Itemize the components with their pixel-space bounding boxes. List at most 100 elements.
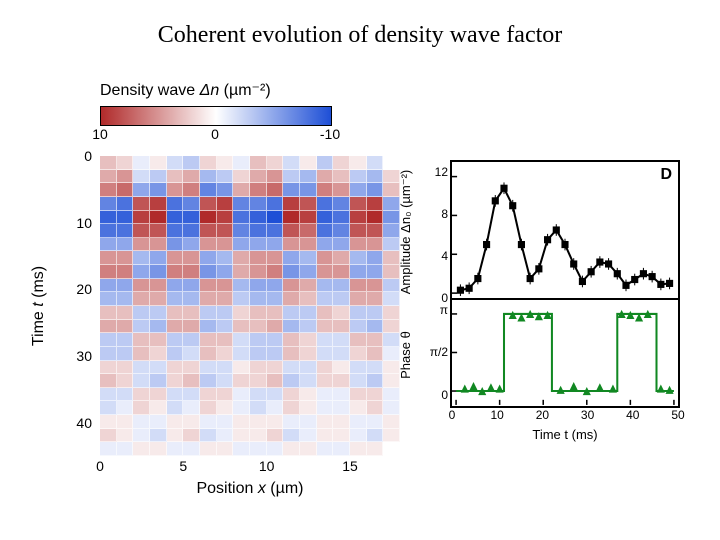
heatmap-cell <box>233 442 250 456</box>
heatmap-cell <box>300 197 317 211</box>
heatmap-cell <box>300 388 317 402</box>
heatmap-y-tick: 40 <box>76 415 92 431</box>
heatmap-cell <box>217 401 234 415</box>
heatmap-cell <box>217 333 234 347</box>
heatmap-cell <box>167 320 184 334</box>
heatmap-cell <box>317 361 334 375</box>
heatmap-cell <box>350 211 367 225</box>
heatmap-cell <box>167 238 184 252</box>
heatmap-cell <box>133 429 150 443</box>
heatmap-cell <box>250 156 267 170</box>
heatmap-cell <box>133 238 150 252</box>
colorbar-title-prefix: Density wave <box>100 82 200 99</box>
amplitude-plot: D Amplitude Δn₀ (µm⁻²) 04812 <box>450 160 680 300</box>
heatmap-cell <box>267 197 284 211</box>
heatmap-cell <box>317 388 334 402</box>
amplitude-y-ticks: 04812 <box>422 162 450 298</box>
heatmap-cell <box>100 238 117 252</box>
heatmap <box>100 156 400 456</box>
heatmap-cell <box>250 251 267 265</box>
colorbar-title-unit: (µm⁻²) <box>219 82 270 99</box>
heatmap-cell <box>367 333 384 347</box>
heatmap-cell <box>283 251 300 265</box>
amplitude-y-tick: 8 <box>441 207 448 221</box>
phase-y-tick: 0 <box>441 388 448 402</box>
heatmap-cell <box>300 401 317 415</box>
heatmap-cell <box>100 251 117 265</box>
heatmap-cell <box>367 388 384 402</box>
heatmap-cell <box>233 388 250 402</box>
heatmap-cell <box>183 251 200 265</box>
heatmap-cell <box>200 320 217 334</box>
heatmap-cell <box>200 265 217 279</box>
heatmap-cell <box>333 279 350 293</box>
heatmap-cell <box>333 238 350 252</box>
heatmap-cell <box>183 197 200 211</box>
heatmap-x-tick: 5 <box>179 458 187 474</box>
heatmap-cell <box>133 251 150 265</box>
heatmap-cell <box>217 251 234 265</box>
heatmap-cell <box>100 442 117 456</box>
heatmap-cell <box>217 265 234 279</box>
heatmap-cell <box>200 401 217 415</box>
heatmap-cell <box>217 156 234 170</box>
heatmap-cell <box>300 320 317 334</box>
heatmap-cell <box>250 183 267 197</box>
heatmap-cell <box>333 170 350 184</box>
heatmap-cell <box>167 170 184 184</box>
heatmap-cell <box>183 224 200 238</box>
heatmap-cell <box>133 211 150 225</box>
heatmap-cell <box>150 265 167 279</box>
heatmap-cell <box>167 251 184 265</box>
heatmap-cell <box>250 415 267 429</box>
heatmap-cell <box>267 265 284 279</box>
heatmap-cell <box>300 238 317 252</box>
heatmap-cell <box>167 388 184 402</box>
heatmap-cell <box>317 415 334 429</box>
heatmap-cell <box>117 429 134 443</box>
colorbar-ticks: 10 0 -10 <box>100 126 330 142</box>
heatmap-cell <box>200 292 217 306</box>
heatmap-cell <box>117 374 134 388</box>
heatmap-cell <box>250 197 267 211</box>
heatmap-cell <box>217 374 234 388</box>
heatmap-cell <box>133 265 150 279</box>
heatmap-cell <box>317 251 334 265</box>
heatmap-cell <box>200 306 217 320</box>
heatmap-cell <box>133 170 150 184</box>
heatmap-cell <box>183 238 200 252</box>
heatmap-cell <box>250 292 267 306</box>
heatmap-cell <box>283 429 300 443</box>
colorbar-tick-right: -10 <box>320 126 340 142</box>
amplitude-svg <box>452 162 678 298</box>
heatmap-cell <box>217 211 234 225</box>
heatmap-cell <box>150 306 167 320</box>
heatmap-cell <box>267 374 284 388</box>
heatmap-cell <box>217 361 234 375</box>
heatmap-cell <box>333 292 350 306</box>
heatmap-cell <box>167 415 184 429</box>
heatmap-cell <box>350 251 367 265</box>
heatmap-cell <box>250 388 267 402</box>
heatmap-cell <box>300 347 317 361</box>
heatmap-cell <box>167 361 184 375</box>
heatmap-cell <box>233 429 250 443</box>
heatmap-cell <box>100 306 117 320</box>
heatmap-cell <box>333 415 350 429</box>
heatmap-cell <box>300 251 317 265</box>
heatmap-cell <box>117 251 134 265</box>
heatmap-cell <box>167 197 184 211</box>
heatmap-cell <box>267 224 284 238</box>
colorbar-title-sym: Δn <box>200 82 220 99</box>
phase-y-tick: π/2 <box>430 345 448 359</box>
heatmap-cell <box>300 183 317 197</box>
heatmap-cell <box>317 429 334 443</box>
heatmap-cell <box>100 347 117 361</box>
heatmap-cell <box>117 306 134 320</box>
heatmap-cell <box>250 238 267 252</box>
phase-svg <box>452 300 678 406</box>
heatmap-cell <box>233 265 250 279</box>
colorbar-tick-left: 10 <box>92 126 108 142</box>
heatmap-cell <box>250 211 267 225</box>
heatmap-cell <box>117 347 134 361</box>
